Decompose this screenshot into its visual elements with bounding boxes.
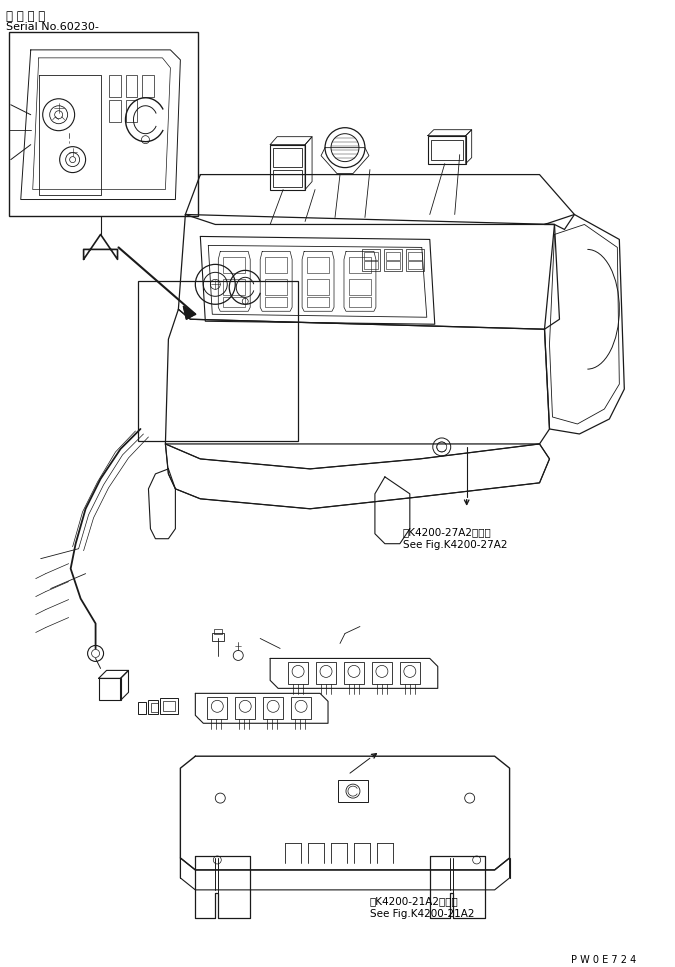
Bar — [109, 100, 121, 122]
Bar — [161, 698, 178, 715]
Bar — [386, 252, 400, 260]
Bar — [349, 297, 371, 308]
Bar — [406, 249, 424, 272]
Bar — [223, 297, 245, 308]
Text: See Fig.K4200-27A2: See Fig.K4200-27A2 — [403, 540, 508, 549]
Bar — [99, 679, 121, 700]
Text: 適 用 号 機: 適 用 号 機 — [6, 10, 45, 23]
Bar — [372, 662, 392, 685]
Bar — [364, 252, 378, 260]
Bar — [408, 252, 422, 260]
Bar — [349, 279, 371, 295]
Bar — [214, 630, 222, 634]
Bar — [273, 169, 302, 187]
Bar — [386, 261, 400, 270]
Bar — [213, 633, 224, 641]
Bar — [265, 297, 287, 308]
Bar — [408, 261, 422, 270]
Text: See Fig.K4200-21A2: See Fig.K4200-21A2 — [370, 909, 475, 919]
Bar — [384, 249, 402, 272]
Bar — [291, 697, 311, 719]
Bar — [9, 32, 198, 217]
Bar — [270, 145, 305, 190]
Bar — [400, 662, 420, 685]
Text: P W 0 E 7 2 4: P W 0 E 7 2 4 — [572, 954, 637, 965]
Text: 第K4200-27A2図参照: 第K4200-27A2図参照 — [403, 527, 491, 537]
Bar — [307, 279, 329, 295]
Bar — [316, 662, 336, 685]
Bar — [207, 697, 227, 719]
Bar — [126, 100, 138, 122]
Bar — [223, 257, 245, 274]
Bar — [288, 662, 308, 685]
Bar — [263, 697, 283, 719]
Bar — [138, 281, 298, 441]
Bar — [109, 74, 121, 97]
Bar — [362, 249, 380, 272]
Bar — [307, 257, 329, 274]
Polygon shape — [84, 234, 117, 259]
Bar — [236, 697, 255, 719]
Bar — [126, 74, 138, 97]
Bar — [349, 257, 371, 274]
Text: 第K4200-21A2図参照: 第K4200-21A2図参照 — [370, 895, 459, 906]
Bar — [265, 279, 287, 295]
Text: Serial No.60230-: Serial No.60230- — [6, 22, 99, 32]
Bar — [223, 279, 245, 295]
Bar — [338, 780, 368, 802]
Bar — [148, 700, 159, 715]
Bar — [151, 703, 159, 713]
Bar — [428, 135, 466, 163]
Bar — [163, 701, 176, 712]
Bar — [142, 74, 155, 97]
Bar — [364, 261, 378, 270]
Bar — [138, 702, 146, 715]
Bar — [344, 662, 364, 685]
Bar — [307, 297, 329, 308]
Bar — [431, 139, 462, 160]
Bar — [265, 257, 287, 274]
Polygon shape — [184, 307, 195, 319]
Bar — [273, 148, 302, 166]
